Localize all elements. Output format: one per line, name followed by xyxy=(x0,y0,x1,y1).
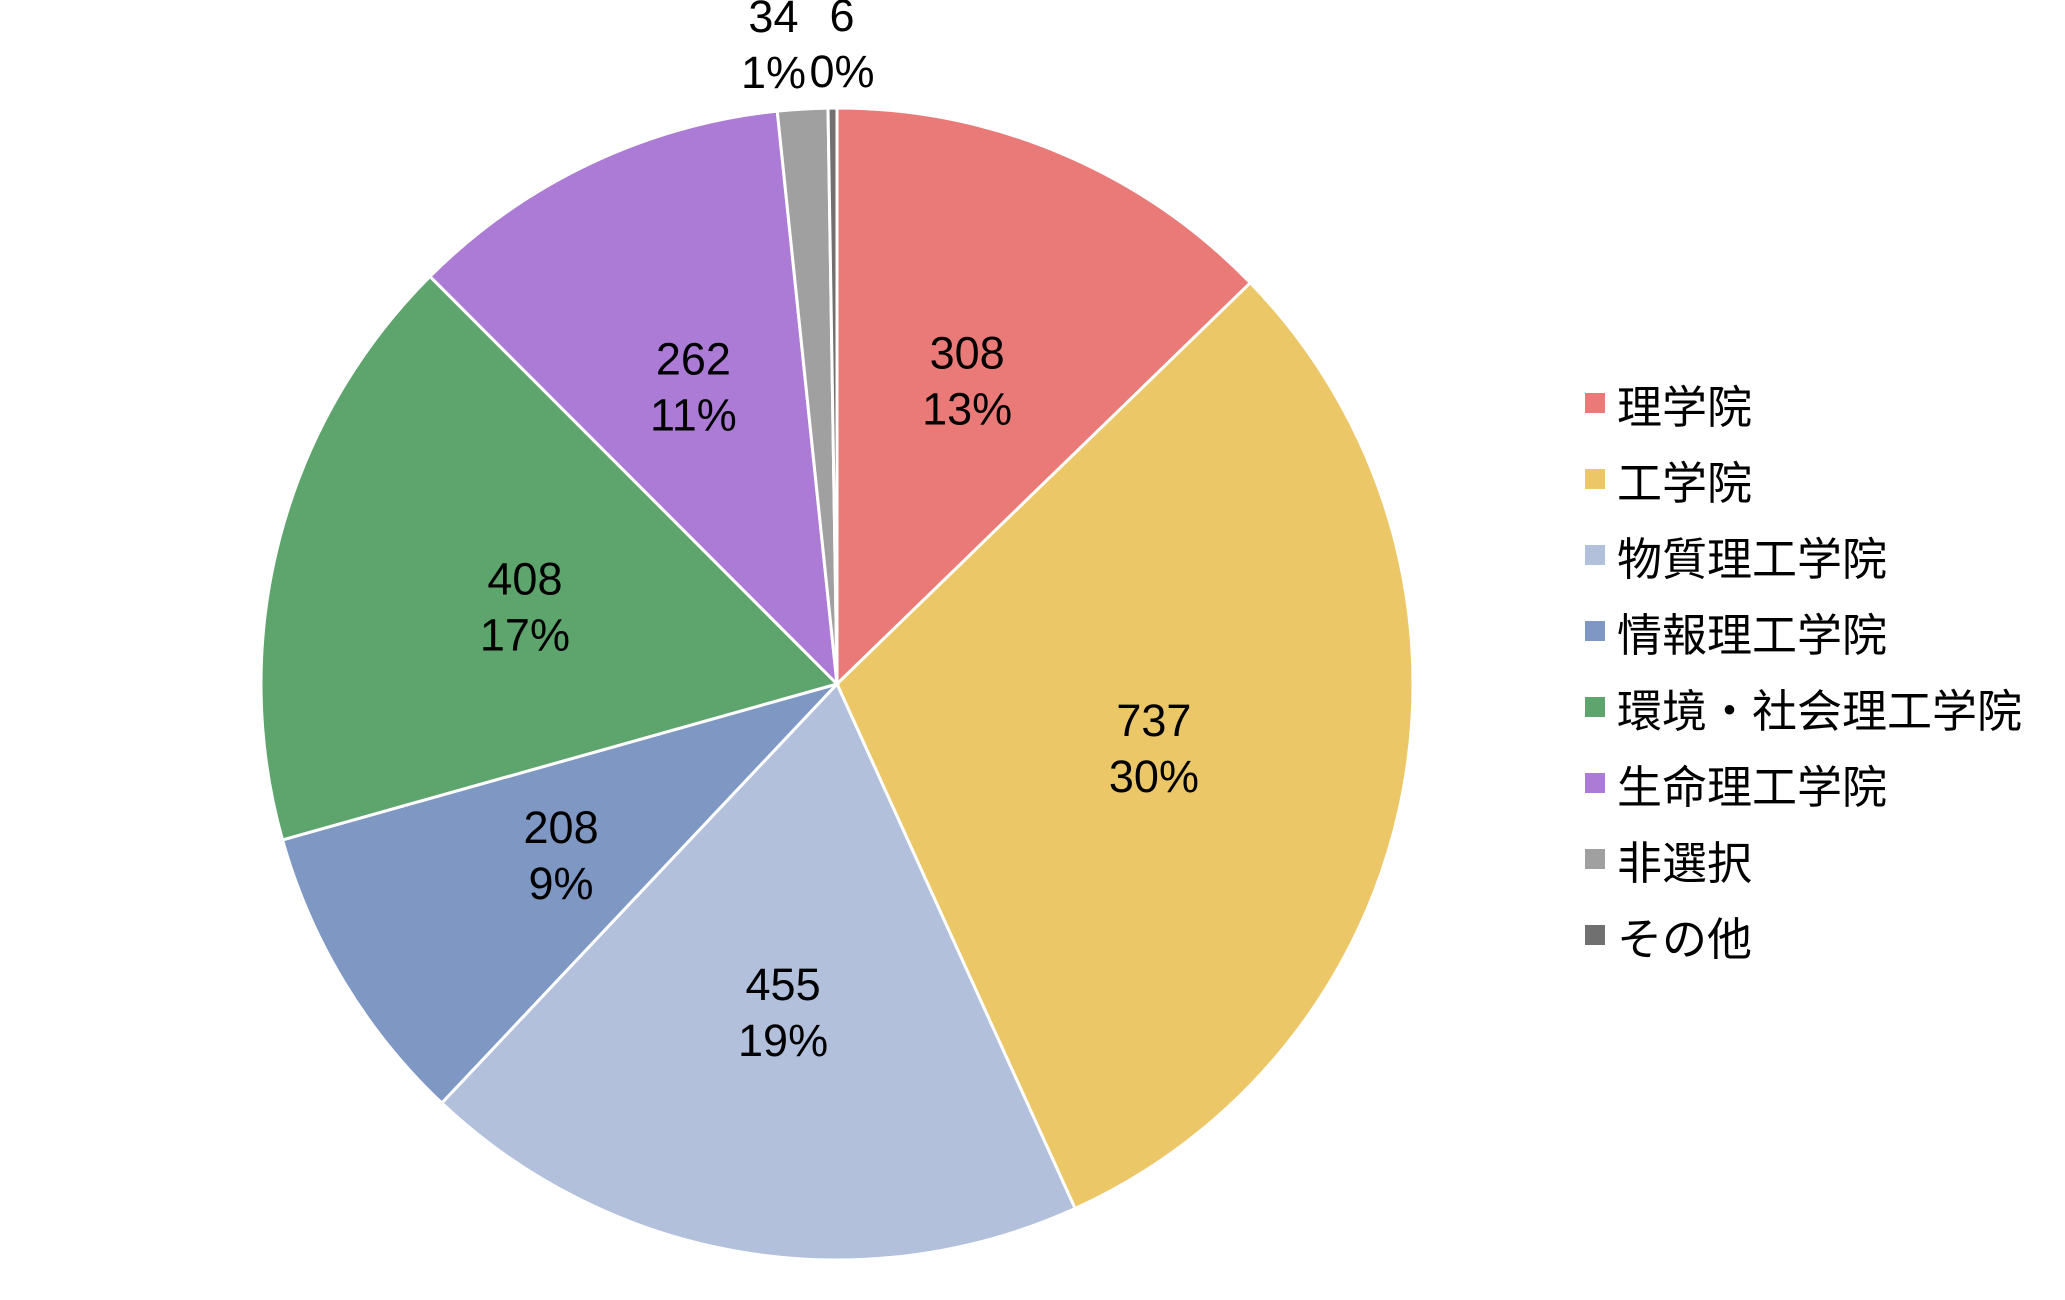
slice-percent-label: 30% xyxy=(1109,751,1199,802)
slice-percent-label: 17% xyxy=(480,609,570,660)
legend: 理学院工学院物質理工学院 情報理工学院環境・社会理工学院 生命理工学院 非選択その他 xyxy=(1585,365,2055,973)
slice-percent-label: 13% xyxy=(922,383,1012,434)
slice-value-label: 408 xyxy=(487,553,562,604)
slice-percent-label: 0% xyxy=(809,46,874,97)
slice-percent-label: 11% xyxy=(650,389,737,440)
legend-item: 非選択 xyxy=(1585,821,2055,897)
legend-item: 環境・社会理工学院 xyxy=(1585,669,2055,745)
slice-percent-label: 19% xyxy=(738,1015,828,1066)
pie-slice xyxy=(826,106,839,685)
pie-slice xyxy=(280,681,842,1106)
legend-swatch xyxy=(1585,697,1605,717)
pie-slice xyxy=(259,274,840,842)
legend-swatch xyxy=(1585,469,1605,489)
legend-label: 理学院 xyxy=(1617,380,1753,434)
legend-item: 情報理工学院 xyxy=(1585,593,2055,669)
legend-swatch xyxy=(1585,621,1605,641)
legend-swatch xyxy=(1585,393,1605,413)
legend-label: 非選択 xyxy=(1617,836,1753,890)
slice-percent-label: 1% xyxy=(741,47,806,98)
slice-value-label: 308 xyxy=(930,327,1005,378)
legend-label: 工学院 xyxy=(1617,456,1753,510)
slice-value-label: 6 xyxy=(829,0,854,41)
legend-swatch xyxy=(1585,849,1605,869)
pie-slices xyxy=(259,106,1415,1262)
legend-item: 理学院 xyxy=(1585,365,2055,441)
legend-label: その他 xyxy=(1617,912,1753,966)
slice-value-label: 34 xyxy=(748,0,798,42)
pie-slice xyxy=(835,106,1253,688)
slice-value-label: 262 xyxy=(656,333,731,384)
slice-value-label: 455 xyxy=(746,959,821,1010)
slice-value-label: 208 xyxy=(524,802,599,853)
legend-swatch xyxy=(1585,545,1605,565)
legend-item: その他 xyxy=(1585,897,2055,973)
legend-label: 物質理工学院 xyxy=(1617,532,1888,586)
legend-swatch xyxy=(1585,925,1605,945)
legend-label: 環境・社会理工学院 xyxy=(1617,684,2023,738)
pie-slice xyxy=(439,681,1078,1262)
legend-item: 生命理工学院 xyxy=(1585,745,2055,821)
legend-item: 物質理工学院 xyxy=(1585,517,2055,593)
slice-value-label: 737 xyxy=(1116,695,1191,746)
pie-slice xyxy=(835,280,1415,1211)
legend-label: 生命理工学院 xyxy=(1617,760,1888,814)
slice-percent-label: 9% xyxy=(529,858,594,909)
pie-slice xyxy=(427,109,839,689)
legend-item: 工学院 xyxy=(1585,441,2055,517)
legend-swatch xyxy=(1585,773,1605,793)
legend-label: 情報理工学院 xyxy=(1617,608,1888,662)
